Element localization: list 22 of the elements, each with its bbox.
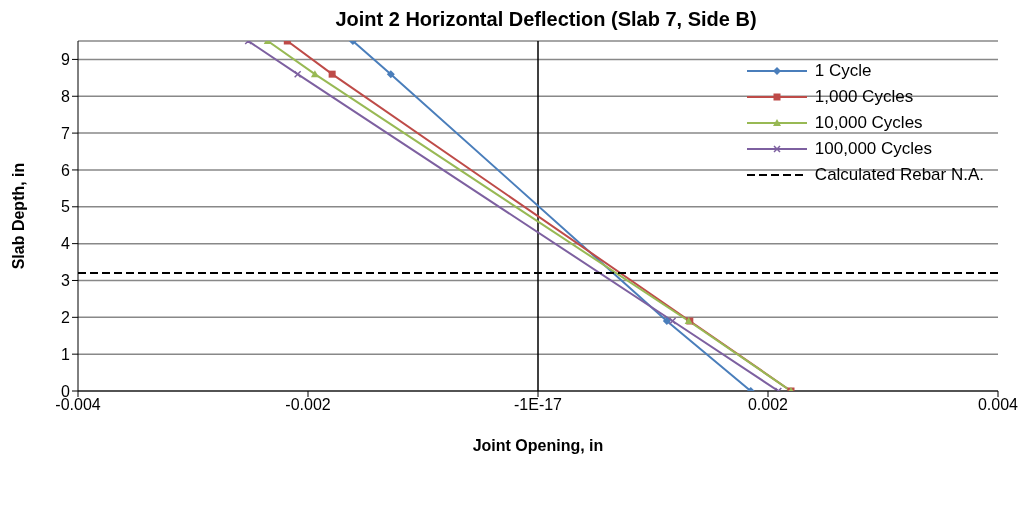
y-tick-label: 2 xyxy=(61,309,71,326)
x-tick-label: 0.002 xyxy=(747,396,789,414)
x-tick-label: -0.002 xyxy=(285,396,331,414)
y-tick-label: 9 xyxy=(61,51,71,69)
y-tick-label: 5 xyxy=(61,198,71,216)
chart-title: Joint 2 Horizontal Deflection (Slab 7, Side B) xyxy=(334,8,758,31)
y-tick-label: 7 xyxy=(61,124,71,142)
legend-label: 1,000 Cycles xyxy=(814,86,914,108)
x-tick-label: -1E-17 xyxy=(513,396,563,414)
y-tick-label: 4 xyxy=(61,235,71,253)
x-tick-label: -0.004 xyxy=(55,396,101,414)
x-axis-title: Joint Opening, in xyxy=(472,437,604,454)
x-tick-label: 0.004 xyxy=(977,396,1019,414)
y-tick-label: 1 xyxy=(61,345,71,363)
y-axis-title: Slab Depth, in xyxy=(9,162,27,270)
legend-label: 1 Cycle xyxy=(814,60,872,82)
y-tick-label: 6 xyxy=(61,161,71,179)
y-tick-label: 8 xyxy=(61,87,71,105)
y-tick-label: 3 xyxy=(61,272,71,290)
legend-label: 100,000 Cycles xyxy=(814,138,933,160)
legend-label: 10,000 Cycles xyxy=(814,112,923,134)
legend-label: Calculated Rebar N.A. xyxy=(814,164,984,186)
